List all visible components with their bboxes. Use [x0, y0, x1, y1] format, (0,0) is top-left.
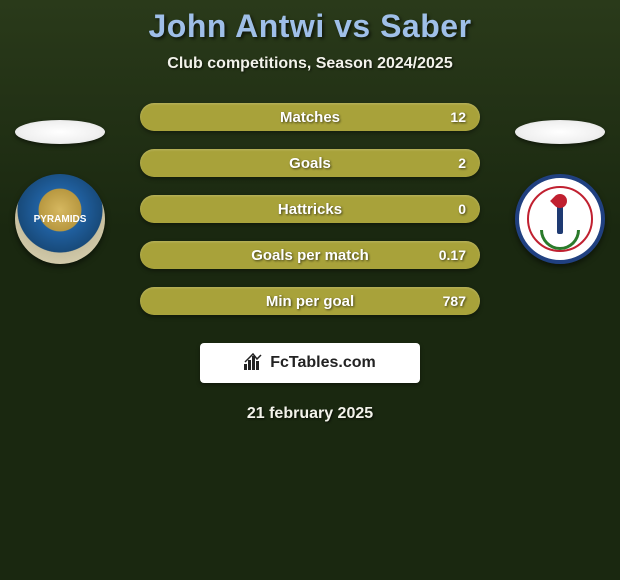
- stat-label: Min per goal: [266, 293, 354, 310]
- page-subtitle: Club competitions, Season 2024/2025: [0, 55, 620, 73]
- stat-value: 2: [458, 155, 466, 171]
- barchart-icon: [244, 352, 264, 375]
- torch-icon: [557, 204, 563, 234]
- stat-bars: Matches 12 Goals 2 Hattricks 0 Goals per…: [140, 103, 480, 315]
- brand-text: FcTables.com: [270, 354, 376, 372]
- brand-badge: FcTables.com: [200, 343, 420, 383]
- stats-section: Matches 12 Goals 2 Hattricks 0 Goals per…: [0, 103, 620, 315]
- stat-bar-hattricks: Hattricks 0: [140, 195, 480, 223]
- stat-value: 0: [458, 201, 466, 217]
- date-text: 21 february 2025: [0, 405, 620, 423]
- stat-value: 0.17: [439, 247, 466, 263]
- stat-label: Hattricks: [278, 201, 342, 218]
- stat-value: 12: [450, 109, 466, 125]
- stat-bar-matches: Matches 12: [140, 103, 480, 131]
- infographic-root: John Antwi vs Saber Club competitions, S…: [0, 0, 620, 580]
- stat-value: 787: [443, 293, 466, 309]
- stat-bar-goals: Goals 2: [140, 149, 480, 177]
- stat-label: Matches: [280, 109, 340, 126]
- page-title: John Antwi vs Saber: [0, 0, 620, 45]
- stat-label: Goals per match: [251, 247, 369, 264]
- stat-bar-min-per-goal: Min per goal 787: [140, 287, 480, 315]
- stat-bar-goals-per-match: Goals per match 0.17: [140, 241, 480, 269]
- stat-label: Goals: [289, 155, 331, 172]
